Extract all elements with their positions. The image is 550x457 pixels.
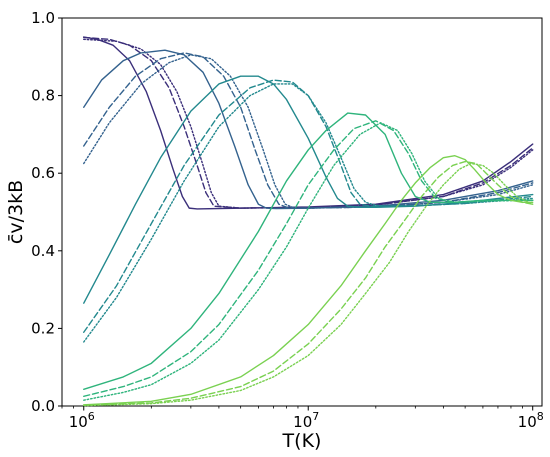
series-layer <box>83 36 534 407</box>
plot-frame <box>61 17 543 407</box>
series-line-15 <box>83 162 534 407</box>
x-tick-exponent: 6 <box>88 410 95 423</box>
x-tick-label: 107 <box>293 410 319 431</box>
y-tick-label: 0.0 <box>31 397 55 415</box>
series-line-7 <box>83 75 534 304</box>
x-tick-base: 10 <box>293 413 312 431</box>
series-line-1 <box>83 36 534 210</box>
y-axis-ticks: 0.0 0.2 0.4 0.6 0.8 1.0 <box>31 9 62 415</box>
series-line-8 <box>83 79 534 333</box>
x-tick-label: 108 <box>518 410 544 431</box>
y-tick-label: 1.0 <box>31 9 55 27</box>
x-tick-exponent: 8 <box>537 410 544 423</box>
x-tick-exponent: 7 <box>312 410 319 423</box>
y-tick-label: 0.6 <box>31 164 55 182</box>
y-tick-label: 0.2 <box>31 319 55 337</box>
series-line-13 <box>83 155 534 406</box>
x-tick-label: 106 <box>69 410 95 431</box>
series-line-4 <box>83 49 534 210</box>
x-axis-label: T(K) <box>282 430 322 452</box>
series-line-3 <box>83 38 534 209</box>
series-line-9 <box>83 83 534 343</box>
series-line-14 <box>83 160 534 406</box>
y-tick-label: 0.4 <box>31 242 55 260</box>
x-tick-base: 10 <box>518 413 537 431</box>
series-line-12 <box>83 122 534 401</box>
series-line-10 <box>83 112 534 391</box>
x-tick-base: 10 <box>69 413 88 431</box>
y-tick-label: 0.8 <box>31 87 55 105</box>
y-axis-label: c̄v/3kB <box>5 180 27 244</box>
x-axis-ticks: 106 107 108 <box>61 406 544 431</box>
